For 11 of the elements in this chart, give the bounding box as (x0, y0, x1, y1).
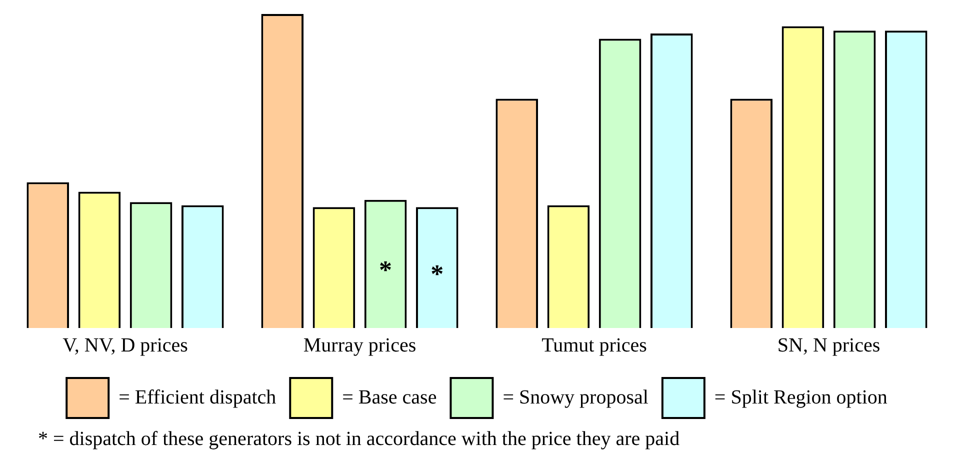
legend-label: = Base case (342, 386, 437, 408)
legend-label: = Split Region option (714, 386, 888, 408)
text: * = dispatch of these generators is not in accordance with the price they are paid (38, 428, 681, 451)
x-tick-label: Tumut prices (542, 334, 648, 356)
x-tick-label: SN, N prices (777, 334, 880, 356)
x-tick-label: Murray prices (303, 334, 416, 356)
legend-label: = Efficient dispatch (118, 386, 276, 408)
annotation: * (379, 256, 392, 285)
legend-label: = Snowy proposal (502, 386, 649, 408)
x-tick-label: V, NV, D prices (62, 334, 188, 356)
annotation: * (430, 259, 444, 288)
